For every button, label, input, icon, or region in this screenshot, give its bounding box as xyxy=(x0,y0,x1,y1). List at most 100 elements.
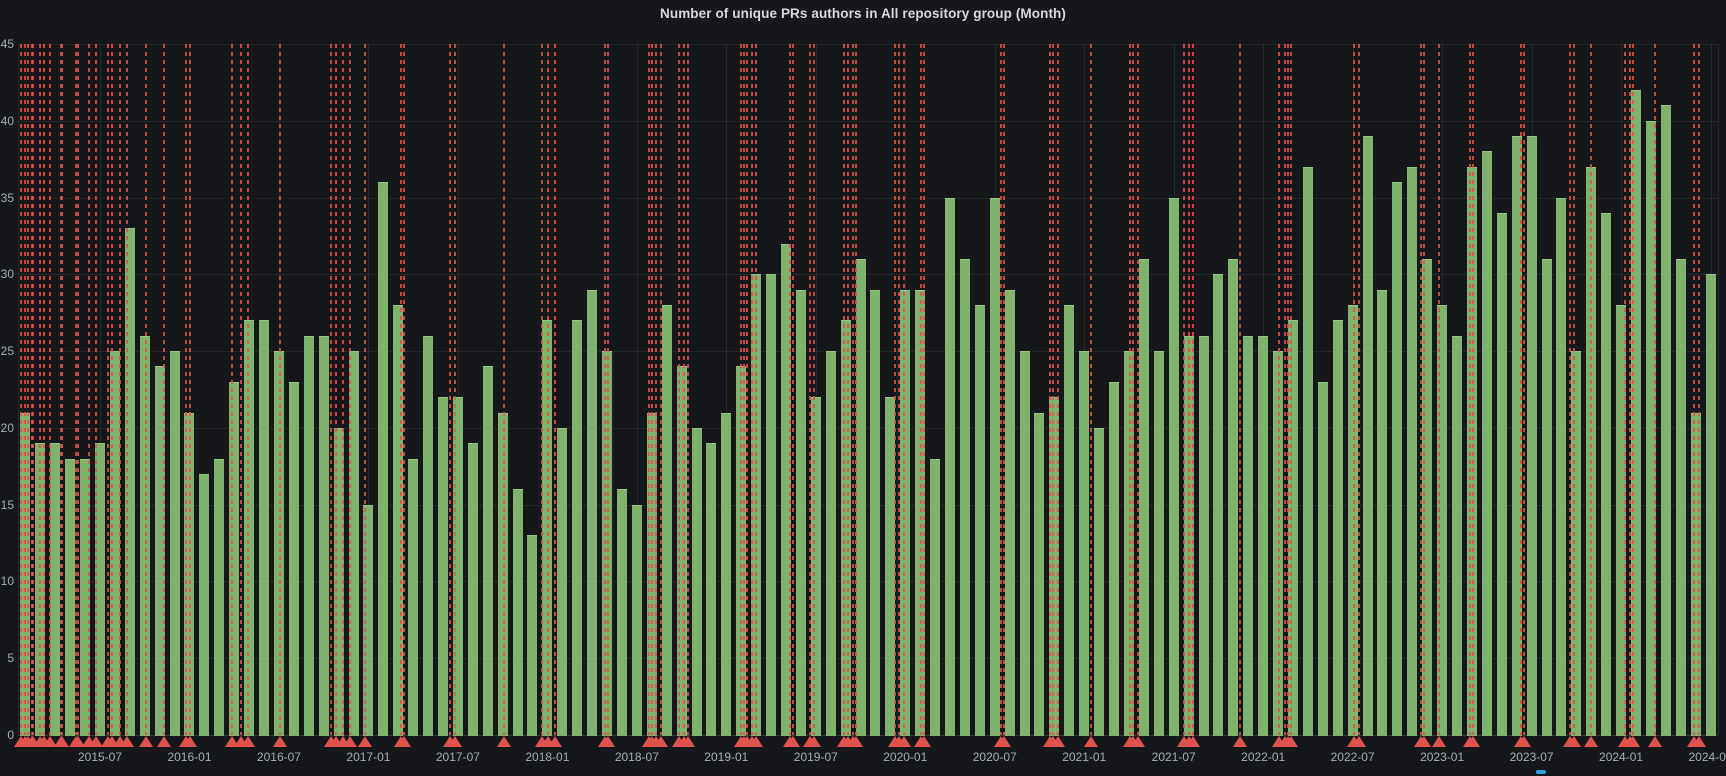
bar[interactable] xyxy=(1213,274,1224,736)
bar[interactable] xyxy=(1630,90,1641,736)
annotation-line[interactable] xyxy=(1569,44,1572,735)
bar[interactable] xyxy=(930,458,941,736)
bar[interactable] xyxy=(1258,335,1269,736)
bar[interactable] xyxy=(154,366,165,736)
bar[interactable] xyxy=(378,182,389,736)
annotation-line[interactable] xyxy=(1693,44,1696,735)
annotation-line[interactable] xyxy=(185,44,188,735)
annotation-line[interactable] xyxy=(1283,44,1286,735)
bar[interactable] xyxy=(810,397,821,736)
bar[interactable] xyxy=(1004,289,1015,736)
bar[interactable] xyxy=(780,243,791,736)
bar[interactable] xyxy=(557,427,568,736)
bar[interactable] xyxy=(1347,305,1358,736)
annotation-line[interactable] xyxy=(32,44,35,735)
annotation-marker-icon[interactable] xyxy=(786,736,801,747)
annotation-marker-icon[interactable] xyxy=(157,736,172,747)
annotation-marker-icon[interactable] xyxy=(849,736,864,747)
annotation-marker-icon[interactable] xyxy=(138,736,153,747)
bar[interactable] xyxy=(959,258,970,736)
annotation-line[interactable] xyxy=(88,44,91,735)
annotation-line[interactable] xyxy=(1132,44,1135,735)
annotation-line[interactable] xyxy=(654,44,657,735)
bar[interactable] xyxy=(95,443,106,736)
annotation-line[interactable] xyxy=(144,44,147,735)
annotation-line[interactable] xyxy=(402,44,405,735)
annotation-line[interactable] xyxy=(1191,44,1194,735)
annotation-line[interactable] xyxy=(239,44,242,735)
bar[interactable] xyxy=(1198,335,1209,736)
bar[interactable] xyxy=(721,412,732,736)
bar[interactable] xyxy=(65,458,76,736)
annotation-line[interactable] xyxy=(110,44,113,735)
bar[interactable] xyxy=(244,320,255,736)
annotation-line[interactable] xyxy=(742,44,745,735)
annotation-marker-icon[interactable] xyxy=(497,736,512,747)
annotation-line[interactable] xyxy=(1003,44,1005,735)
annotation-marker-icon[interactable] xyxy=(1131,736,1146,747)
annotation-marker-icon[interactable] xyxy=(1432,736,1447,747)
annotation-marker-icon[interactable] xyxy=(182,736,197,747)
bar[interactable] xyxy=(452,397,463,736)
bar[interactable] xyxy=(1288,320,1298,736)
bar[interactable] xyxy=(1079,351,1090,736)
annotation-line[interactable] xyxy=(74,44,77,735)
annotation-marker-icon[interactable] xyxy=(1466,736,1481,747)
annotation-line[interactable] xyxy=(1654,44,1657,735)
bar[interactable] xyxy=(1243,335,1254,736)
bar[interactable] xyxy=(1392,182,1403,736)
bar[interactable] xyxy=(1273,351,1284,736)
annotation-line[interactable] xyxy=(651,44,654,735)
bar[interactable] xyxy=(1019,351,1030,736)
bar[interactable] xyxy=(1660,105,1671,736)
annotation-line[interactable] xyxy=(363,44,366,735)
annotation-line[interactable] xyxy=(27,44,30,735)
bar[interactable] xyxy=(214,458,225,736)
annotation-line[interactable] xyxy=(30,44,33,735)
bar[interactable] xyxy=(989,197,1000,736)
bar[interactable] xyxy=(1228,258,1239,736)
annotation-marker-icon[interactable] xyxy=(1566,736,1581,747)
annotation-marker-icon[interactable] xyxy=(1416,736,1431,747)
annotation-marker-icon[interactable] xyxy=(548,736,563,747)
bar[interactable] xyxy=(1064,305,1075,736)
annotation-line[interactable] xyxy=(809,44,812,735)
bar[interactable] xyxy=(542,320,553,736)
annotation-marker-icon[interactable] xyxy=(1233,736,1248,747)
annotation-line[interactable] xyxy=(1278,44,1281,735)
bar[interactable] xyxy=(482,366,493,736)
annotation-line[interactable] xyxy=(1286,44,1289,735)
annotation-line[interactable] xyxy=(231,44,234,735)
annotation-line[interactable] xyxy=(647,44,650,735)
bar[interactable] xyxy=(1437,305,1448,736)
bar[interactable] xyxy=(1466,166,1477,736)
annotation-marker-icon[interactable] xyxy=(357,736,372,747)
bar[interactable] xyxy=(80,458,91,736)
annotation-line[interactable] xyxy=(341,44,344,735)
annotation-marker-icon[interactable] xyxy=(1284,736,1299,747)
annotation-marker-icon[interactable] xyxy=(917,736,932,747)
bar[interactable] xyxy=(333,427,344,736)
bar[interactable] xyxy=(1556,197,1567,736)
annotation-line[interactable] xyxy=(1523,44,1526,735)
annotation-marker-icon[interactable] xyxy=(1583,736,1598,747)
bar[interactable] xyxy=(840,320,851,736)
annotation-line[interactable] xyxy=(1128,44,1131,735)
bar[interactable] xyxy=(631,504,642,736)
bar[interactable] xyxy=(199,473,210,736)
bar[interactable] xyxy=(1049,397,1060,736)
annotation-line[interactable] xyxy=(1572,44,1575,735)
annotation-line[interactable] xyxy=(843,44,846,735)
bar[interactable] xyxy=(497,412,508,736)
annotation-line[interactable] xyxy=(1589,44,1592,735)
annotation-line[interactable] xyxy=(1353,44,1356,735)
annotation-marker-icon[interactable] xyxy=(1648,736,1663,747)
annotation-line[interactable] xyxy=(1188,44,1191,735)
bar[interactable] xyxy=(1511,136,1522,736)
annotation-marker-icon[interactable] xyxy=(1352,736,1367,747)
annotation-marker-icon[interactable] xyxy=(1185,736,1200,747)
bar[interactable] xyxy=(467,443,478,736)
bar[interactable] xyxy=(1496,212,1507,736)
bar[interactable] xyxy=(288,381,299,736)
bar[interactable] xyxy=(825,351,836,736)
